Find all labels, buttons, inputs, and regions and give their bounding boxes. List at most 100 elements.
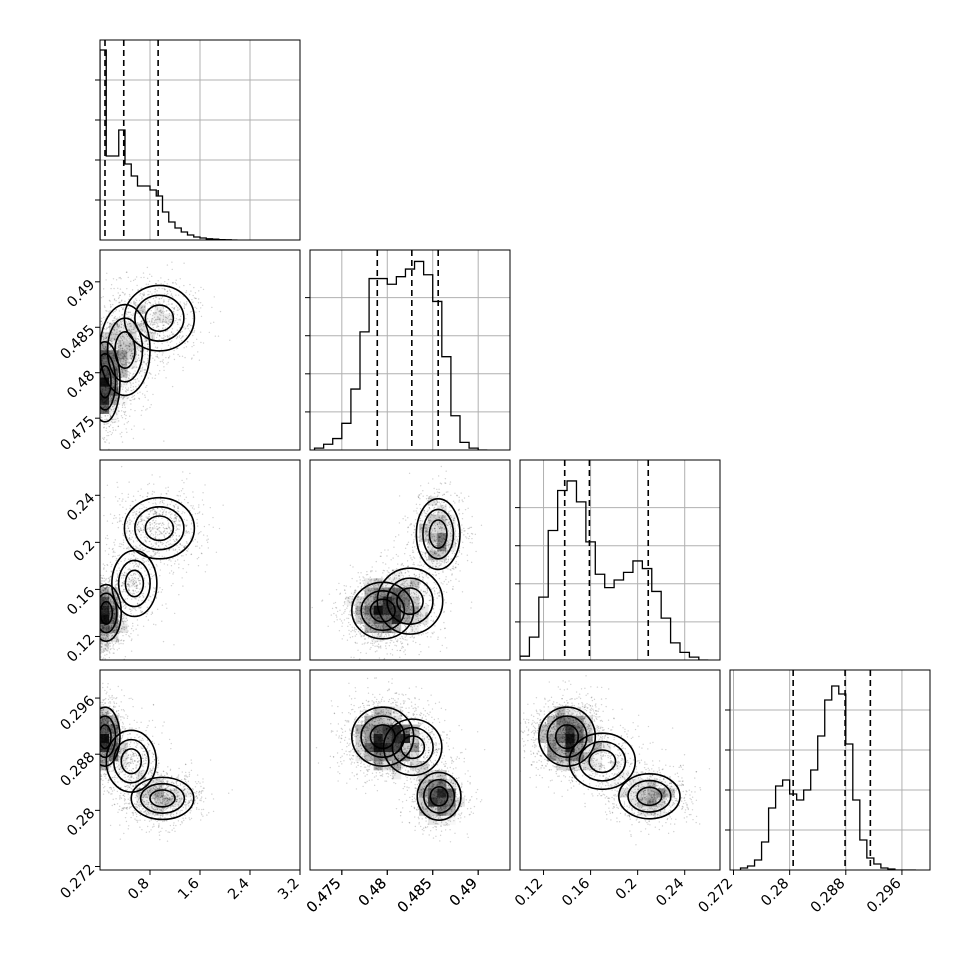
scatter-point (110, 287, 112, 290)
scatter-point (166, 290, 169, 292)
scatter-point (101, 615, 103, 618)
scatter-point (98, 355, 99, 356)
scatter-point (155, 553, 157, 555)
scatter-point (96, 600, 97, 601)
scatter-point (151, 523, 153, 525)
scatter-point (124, 512, 127, 515)
scatter-point (117, 383, 120, 385)
scatter-point (148, 522, 151, 524)
scatter-point (114, 594, 116, 597)
scatter-point (105, 594, 107, 597)
scatter-point (130, 350, 132, 352)
scatter-point (110, 393, 112, 396)
scatter-point (135, 353, 138, 355)
scatter-point (141, 599, 143, 602)
scatter-point (143, 525, 145, 527)
scatter-point (129, 586, 131, 588)
scatter-point (109, 400, 112, 403)
scatter-point (126, 619, 129, 622)
scatter-point (185, 571, 188, 573)
scatter-point (104, 393, 106, 396)
scatter-point (130, 324, 132, 326)
scatter-point (101, 392, 103, 394)
scatter-point (191, 357, 193, 359)
scatter-point (133, 607, 135, 610)
scatter-point (109, 300, 111, 302)
scatter-point (143, 331, 146, 334)
scatter-point (100, 649, 102, 651)
scatter-point (119, 330, 122, 332)
y-tick-label: 0.485 (58, 322, 99, 363)
scatter-point (101, 393, 104, 395)
scatter-point (116, 583, 118, 586)
scatter-point (105, 578, 107, 580)
scatter-point (93, 604, 94, 605)
scatter-point (105, 602, 108, 605)
scatter-point (122, 574, 125, 576)
scatter-point (101, 608, 104, 610)
scatter-point (108, 620, 110, 622)
scatter-point (193, 297, 196, 299)
scatter-point (151, 275, 153, 278)
scatter-point (127, 558, 130, 560)
scatter-point (163, 509, 166, 511)
scatter-point (103, 411, 105, 414)
scatter-point (94, 361, 95, 362)
scatter-point (119, 517, 121, 519)
scatter-point (103, 406, 106, 408)
scatter-point (100, 646, 102, 648)
scatter-point (171, 333, 173, 336)
scatter-point (94, 609, 95, 610)
density-cell (100, 331, 110, 342)
scatter-point (128, 589, 130, 591)
scatter-point (173, 612, 176, 615)
scatter-point (116, 373, 118, 376)
scatter-point (121, 371, 123, 373)
scatter-point (118, 316, 121, 318)
scatter-point (141, 523, 144, 526)
density-cell (136, 322, 146, 333)
scatter-point (176, 539, 179, 541)
scatter-point (145, 615, 148, 618)
scatter-point (173, 520, 176, 523)
scatter-point (132, 349, 135, 351)
scatter-point (90, 614, 91, 615)
scatter-point (103, 423, 105, 425)
scatter-point (78, 318, 79, 319)
scatter-point (135, 609, 137, 612)
scatter-point (104, 411, 107, 413)
scatter-point (190, 553, 192, 556)
scatter-point (93, 368, 94, 369)
scatter-point (167, 323, 170, 325)
scatter-point (101, 343, 103, 346)
scatter-point (77, 360, 78, 361)
scatter-point (142, 405, 145, 408)
scatter-point (112, 606, 114, 608)
scatter-point (163, 530, 166, 532)
scatter-point (126, 348, 128, 350)
scatter-point (172, 534, 174, 536)
scatter-point (116, 576, 119, 578)
scatter-point (128, 316, 130, 318)
scatter-point (111, 634, 113, 637)
density-cell (100, 614, 110, 624)
scatter-point (118, 330, 120, 332)
scatter-point (182, 585, 184, 587)
scatter-point (129, 325, 131, 328)
scatter-point (116, 324, 118, 326)
scatter-point (95, 602, 96, 603)
scatter-point (105, 638, 107, 641)
scatter-point (145, 300, 147, 303)
scatter-point (186, 303, 188, 305)
scatter-point (98, 609, 99, 610)
scatter-point (102, 628, 104, 630)
scatter-point (102, 625, 105, 628)
scatter-point (179, 327, 181, 329)
scatter-point (133, 582, 136, 584)
scatter-point (197, 302, 200, 304)
scatter-point (107, 597, 110, 599)
scatter-point (168, 289, 171, 291)
scatter-point (202, 504, 205, 506)
scatter-point (158, 513, 160, 515)
scatter-point (160, 311, 163, 314)
